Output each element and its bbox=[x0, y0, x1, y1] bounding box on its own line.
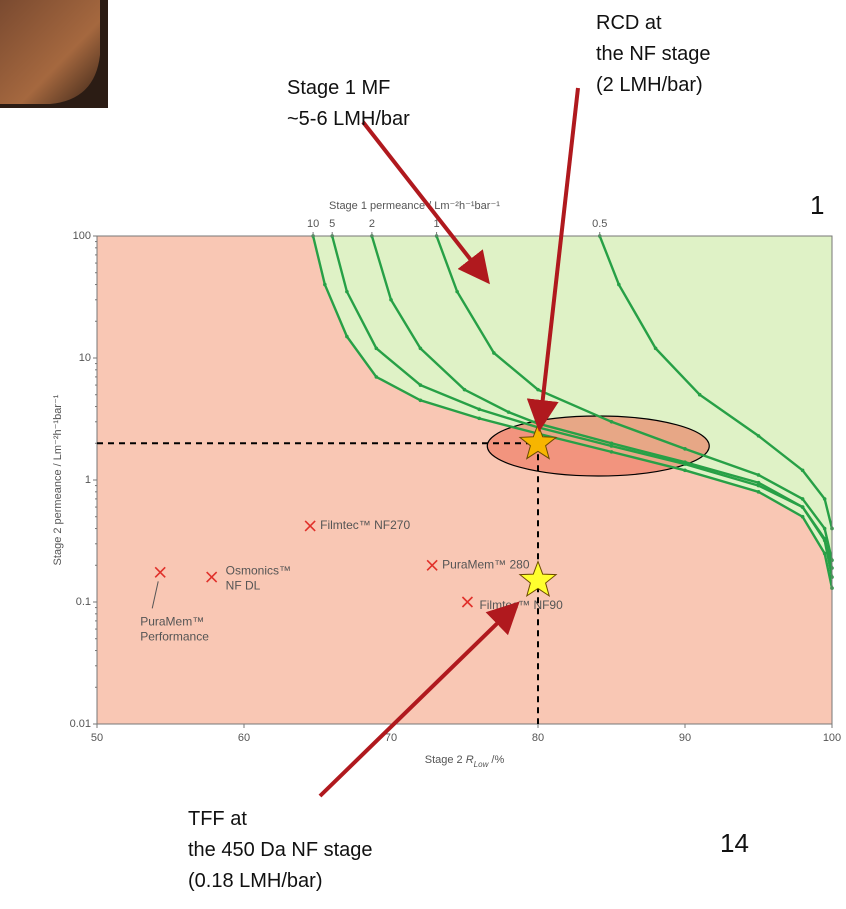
arrow bbox=[526, 87, 580, 432]
annotation: (2 LMH/bar) bbox=[596, 74, 703, 96]
curve bbox=[598, 235, 834, 529]
curve-point bbox=[374, 346, 379, 351]
page-number: 14 bbox=[720, 828, 749, 858]
membrane-label: PuraMem™ 280 bbox=[442, 557, 530, 571]
membrane-label: NF DL bbox=[226, 578, 261, 592]
x-axis-label-part: /% bbox=[488, 754, 504, 766]
curve-point bbox=[822, 526, 827, 531]
x2-tick-label: 1 bbox=[434, 218, 440, 230]
membrane-label: PuraMem™ bbox=[140, 615, 204, 629]
curve-point bbox=[822, 497, 827, 501]
x-tick-label: 60 bbox=[238, 732, 250, 744]
curve-point bbox=[683, 460, 687, 464]
x-tick-label: 90 bbox=[679, 732, 691, 744]
membrane-point bbox=[461, 596, 474, 608]
annotation: the 450 Da NF stage bbox=[188, 839, 373, 861]
curve-point bbox=[683, 468, 687, 473]
curve-point bbox=[697, 392, 702, 397]
curve-point bbox=[323, 282, 327, 287]
curve-point bbox=[418, 398, 423, 403]
membrane-point bbox=[426, 559, 438, 571]
curve-point bbox=[800, 514, 805, 519]
membrane-label: Osmonics™ bbox=[226, 563, 291, 577]
membrane-label: Performance bbox=[140, 630, 209, 644]
curve bbox=[435, 235, 834, 561]
x-axis-label-part: Stage 2 bbox=[425, 754, 466, 766]
curve-point bbox=[345, 334, 349, 339]
curve-point bbox=[800, 468, 805, 473]
x-tick-label: 70 bbox=[385, 732, 397, 744]
curve-point bbox=[609, 444, 614, 448]
curve-point bbox=[756, 473, 761, 477]
corner-number: 1 bbox=[810, 190, 824, 220]
annotation: ~5-6 LMH/bar bbox=[287, 108, 410, 130]
curve-point bbox=[756, 490, 761, 494]
x-axis-label: Stage 2 RLow /% bbox=[425, 754, 505, 769]
curve-point bbox=[345, 289, 349, 294]
membrane-label: Filmtec™ NF270 bbox=[320, 518, 410, 532]
star bbox=[518, 560, 558, 598]
curve-point bbox=[800, 505, 805, 509]
curve-point bbox=[822, 551, 827, 556]
curve-point bbox=[609, 441, 614, 446]
curve-point bbox=[477, 407, 482, 412]
annotation: TFF at bbox=[188, 808, 247, 830]
annotation: the NF stage bbox=[596, 43, 711, 65]
y-tick-label: 1 bbox=[85, 474, 91, 486]
curve-point bbox=[609, 450, 614, 454]
curve-point bbox=[389, 297, 393, 302]
annotation: Stage 1 MF bbox=[287, 77, 390, 99]
curve-point bbox=[756, 480, 761, 485]
leader-line bbox=[151, 581, 159, 609]
y-tick-label: 0.01 bbox=[70, 718, 91, 730]
x2-tick-label: 5 bbox=[329, 218, 335, 230]
x2-tick-label: 0.5 bbox=[592, 218, 607, 230]
annotation: RCD at bbox=[596, 12, 662, 34]
x2-tick-label: 10 bbox=[307, 218, 319, 230]
curve-point bbox=[653, 346, 658, 351]
arrow bbox=[318, 601, 520, 798]
membrane-point bbox=[304, 520, 316, 532]
x2-tick-label: 2 bbox=[369, 218, 375, 230]
arrow bbox=[361, 120, 490, 285]
curve-point bbox=[756, 434, 761, 438]
curve-point bbox=[683, 447, 687, 451]
curve-point bbox=[374, 375, 379, 379]
y-axis-label: Stage 2 permeance / Lm⁻²h⁻¹bar⁻¹ bbox=[52, 394, 64, 565]
curve-point bbox=[609, 419, 614, 424]
curve-point bbox=[756, 483, 761, 488]
x-axis-label-part: R bbox=[466, 754, 474, 766]
star bbox=[518, 422, 558, 460]
curve-point bbox=[477, 416, 482, 421]
curve-point bbox=[492, 351, 496, 355]
curve bbox=[370, 235, 834, 569]
x-tick-label: 80 bbox=[532, 732, 544, 744]
y-tick-label: 10 bbox=[79, 352, 91, 364]
membrane-point bbox=[154, 566, 166, 578]
curve-point bbox=[536, 387, 540, 392]
plot: 0.01 0.1 1 10 100 50 60 70 80 90 100 10 5 2 1 0.5 Stage … bbox=[52, 200, 841, 769]
curve-point bbox=[822, 536, 827, 541]
curve-point bbox=[418, 383, 423, 387]
curve-point bbox=[506, 410, 511, 414]
arrows bbox=[318, 87, 580, 798]
curve-point bbox=[462, 387, 467, 392]
curve-point bbox=[800, 497, 805, 501]
x-axis-label-part: Low bbox=[474, 760, 490, 769]
annotation: (0.18 LMH/bar) bbox=[188, 870, 323, 892]
x-tick-label: 50 bbox=[91, 732, 103, 744]
x2-axis-label: Stage 1 permeance / Lm⁻²h⁻¹bar⁻¹ bbox=[329, 200, 500, 212]
y-tick-label: 100 bbox=[73, 230, 91, 242]
region bbox=[313, 236, 833, 589]
curve-point bbox=[455, 289, 459, 294]
membrane-point bbox=[206, 571, 218, 583]
curve-point bbox=[418, 346, 423, 351]
curve-point bbox=[617, 282, 621, 287]
membrane-label: Filmtec™ NF90 bbox=[479, 598, 563, 612]
photo bbox=[0, 0, 108, 108]
y-tick-label: 0.1 bbox=[76, 596, 91, 608]
x-tick-label: 100 bbox=[823, 732, 841, 744]
